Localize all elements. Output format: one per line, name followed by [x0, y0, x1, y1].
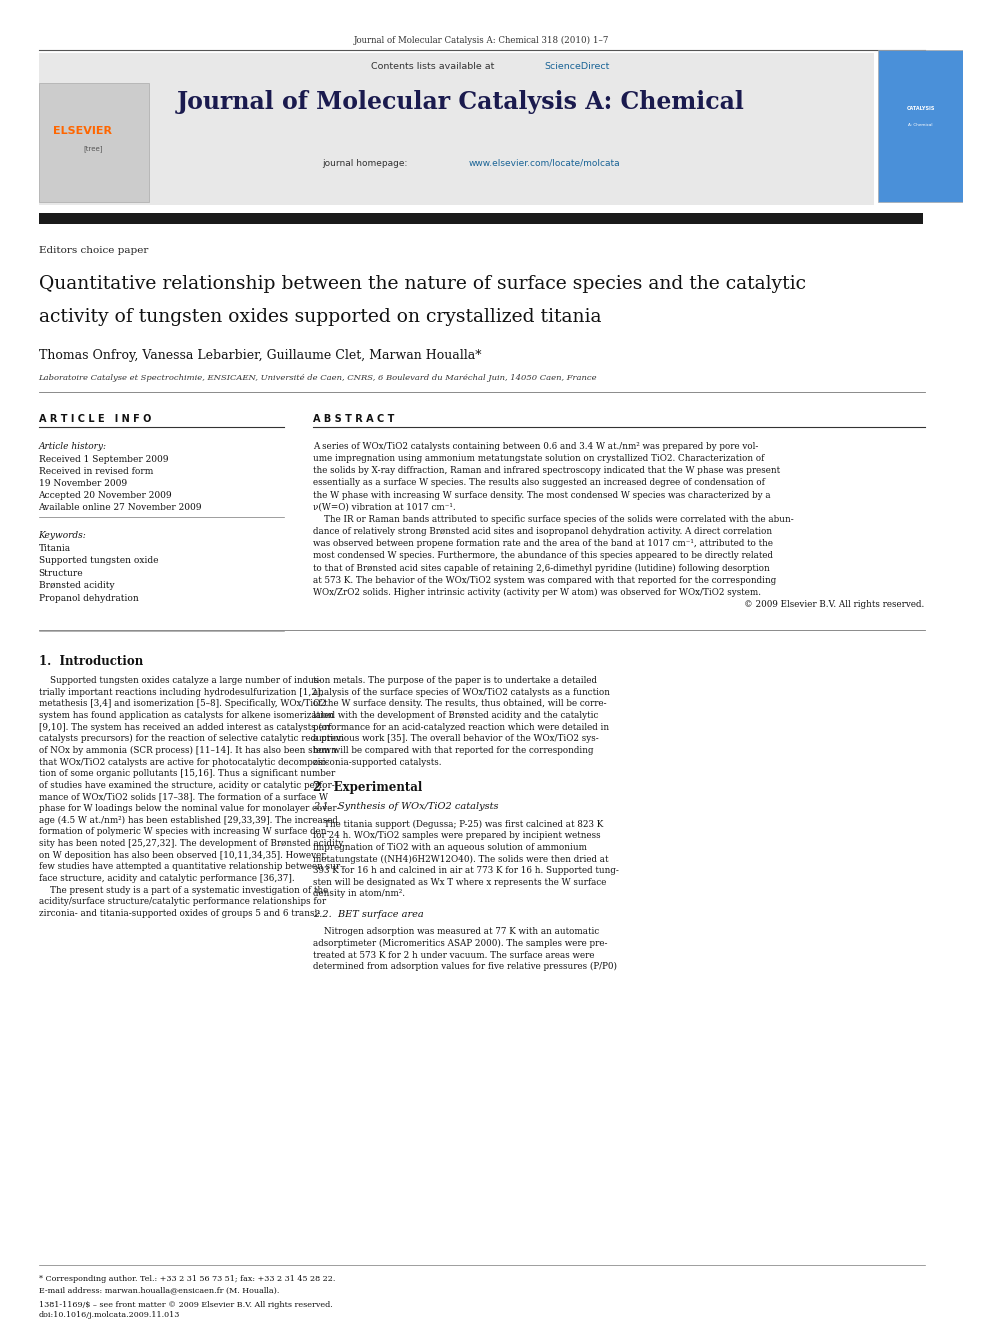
Text: A: Chemical: A: Chemical — [909, 123, 932, 127]
Text: age (4.5 W at./nm²) has been established [29,33,39]. The increased: age (4.5 W at./nm²) has been established… — [39, 816, 337, 824]
Text: density in atom/nm².: density in atom/nm². — [313, 889, 405, 898]
Text: www.elsevier.com/locate/molcata: www.elsevier.com/locate/molcata — [469, 159, 621, 168]
Text: was observed between propene formation rate and the area of the band at 1017 cm⁻: was observed between propene formation r… — [313, 540, 773, 548]
Text: dance of relatively strong Brønsted acid sites and isopropanol dehydration activ: dance of relatively strong Brønsted acid… — [313, 527, 772, 536]
Text: at 573 K. The behavior of the WOx/TiO2 system was compared with that reported fo: at 573 K. The behavior of the WOx/TiO2 s… — [313, 576, 777, 585]
Text: of NOx by ammonia (SCR process) [11–14]. It has also been shown: of NOx by ammonia (SCR process) [11–14].… — [39, 746, 336, 755]
Text: A series of WOx/TiO2 catalysts containing between 0.6 and 3.4 W at./nm² was prep: A series of WOx/TiO2 catalysts containin… — [313, 442, 758, 451]
Text: metatungstate ((NH4)6H2W12O40). The solids were then dried at: metatungstate ((NH4)6H2W12O40). The soli… — [313, 855, 608, 864]
Text: activity of tungsten oxides supported on crystallized titania: activity of tungsten oxides supported on… — [39, 308, 601, 327]
Text: Available online 27 November 2009: Available online 27 November 2009 — [39, 503, 202, 512]
Text: ume impregnation using ammonium metatungstate solution on crystallized TiO2. Cha: ume impregnation using ammonium metatung… — [313, 454, 765, 463]
Text: WOx/ZrO2 solids. Higher intrinsic activity (activity per W atom) was observed fo: WOx/ZrO2 solids. Higher intrinsic activi… — [313, 587, 761, 597]
Text: 19 November 2009: 19 November 2009 — [39, 479, 127, 488]
Text: doi:10.1016/j.molcata.2009.11.013: doi:10.1016/j.molcata.2009.11.013 — [39, 1311, 180, 1319]
Text: Titania: Titania — [39, 544, 70, 553]
Text: sten will be designated as Wx T where x represents the W surface: sten will be designated as Wx T where x … — [313, 877, 606, 886]
Text: mance of WOx/TiO2 solids [17–38]. The formation of a surface W: mance of WOx/TiO2 solids [17–38]. The fo… — [39, 792, 327, 802]
Text: Accepted 20 November 2009: Accepted 20 November 2009 — [39, 491, 173, 500]
Text: formation of polymeric W species with increasing W surface den-: formation of polymeric W species with in… — [39, 827, 329, 836]
Text: sity has been noted [25,27,32]. The development of Brønsted acidity: sity has been noted [25,27,32]. The deve… — [39, 839, 343, 848]
Text: © 2009 Elsevier B.V. All rights reserved.: © 2009 Elsevier B.V. All rights reserved… — [744, 601, 925, 609]
Text: E-mail address: marwan.houalla@ensicaen.fr (M. Houalla).: E-mail address: marwan.houalla@ensicaen.… — [39, 1286, 279, 1294]
Text: Supported tungsten oxide: Supported tungsten oxide — [39, 556, 158, 565]
Text: for 24 h. WOx/TiO2 samples were prepared by incipient wetness: for 24 h. WOx/TiO2 samples were prepared… — [313, 831, 600, 840]
Text: Thomas Onfroy, Vanessa Lebarbier, Guillaume Clet, Marwan Houalla*: Thomas Onfroy, Vanessa Lebarbier, Guilla… — [39, 349, 481, 363]
Text: [9,10]. The system has received an added interest as catalysts (or: [9,10]. The system has received an added… — [39, 722, 331, 732]
Text: Supported tungsten oxides catalyze a large number of indus-: Supported tungsten oxides catalyze a lar… — [39, 676, 320, 685]
Text: tion of some organic pollutants [15,16]. Thus a significant number: tion of some organic pollutants [15,16].… — [39, 769, 334, 778]
Text: the W phase with increasing W surface density. The most condensed W species was : the W phase with increasing W surface de… — [313, 491, 771, 500]
Text: Article history:: Article history: — [39, 442, 106, 451]
Text: CATALYSIS: CATALYSIS — [907, 106, 934, 111]
Text: adsorptimeter (Micromeritics ASAP 2000). The samples were pre-: adsorptimeter (Micromeritics ASAP 2000).… — [313, 939, 607, 949]
Text: the solids by X-ray diffraction, Raman and infrared spectroscopy indicated that : the solids by X-ray diffraction, Raman a… — [313, 466, 780, 475]
Text: Quantitative relationship between the nature of surface species and the catalyti: Quantitative relationship between the na… — [39, 275, 806, 294]
Text: Keywords:: Keywords: — [39, 531, 86, 540]
Text: system has found application as catalysts for alkene isomerization: system has found application as catalyst… — [39, 710, 333, 720]
Text: that WOx/TiO2 catalysts are active for photocatalytic decomposi-: that WOx/TiO2 catalysts are active for p… — [39, 758, 328, 766]
Text: acidity/surface structure/catalytic performance relationships for: acidity/surface structure/catalytic perf… — [39, 897, 325, 906]
Text: metathesis [3,4] and isomerization [5–8]. Specifically, WOx/TiO2: metathesis [3,4] and isomerization [5–8]… — [39, 700, 325, 708]
Text: a previous work [35]. The overall behavior of the WOx/TiO2 sys-: a previous work [35]. The overall behavi… — [313, 734, 599, 744]
Text: [tree]: [tree] — [83, 146, 103, 152]
Text: ν(W=O) vibration at 1017 cm⁻¹.: ν(W=O) vibration at 1017 cm⁻¹. — [313, 503, 455, 512]
Text: Editors choice paper: Editors choice paper — [39, 246, 148, 255]
Text: Propanol dehydration: Propanol dehydration — [39, 594, 138, 603]
Text: A B S T R A C T: A B S T R A C T — [313, 414, 395, 425]
Text: impregnation of TiO2 with an aqueous solution of ammonium: impregnation of TiO2 with an aqueous sol… — [313, 843, 587, 852]
Text: journal homepage:: journal homepage: — [322, 159, 411, 168]
Text: A R T I C L E   I N F O: A R T I C L E I N F O — [39, 414, 151, 425]
Text: to that of Brønsted acid sites capable of retaining 2,6-dimethyl pyridine (lutid: to that of Brønsted acid sites capable o… — [313, 564, 770, 573]
Text: face structure, acidity and catalytic performance [36,37].: face structure, acidity and catalytic pe… — [39, 875, 295, 882]
Text: tem will be compared with that reported for the corresponding: tem will be compared with that reported … — [313, 746, 593, 755]
Text: ELSEVIER: ELSEVIER — [53, 126, 112, 136]
Bar — [39, 53, 874, 205]
Text: treated at 573 K for 2 h under vacuum. The surface areas were: treated at 573 K for 2 h under vacuum. T… — [313, 951, 594, 959]
Text: tion metals. The purpose of the paper is to undertake a detailed: tion metals. The purpose of the paper is… — [313, 676, 597, 685]
Text: trially important reactions including hydrodesulfurization [1,2],: trially important reactions including hy… — [39, 688, 322, 697]
Text: lated with the development of Brønsted acidity and the catalytic: lated with the development of Brønsted a… — [313, 710, 598, 720]
Text: Structure: Structure — [39, 569, 83, 578]
Text: Contents lists available at: Contents lists available at — [371, 62, 497, 71]
Text: 2.  Experimental: 2. Experimental — [313, 781, 423, 794]
Bar — [39, 83, 149, 202]
Text: zirconia- and titania-supported oxides of groups 5 and 6 transi-: zirconia- and titania-supported oxides o… — [39, 909, 319, 918]
Text: on W deposition has also been observed [10,11,34,35]. However,: on W deposition has also been observed [… — [39, 851, 327, 860]
Text: performance for an acid-catalyzed reaction which were detailed in: performance for an acid-catalyzed reacti… — [313, 722, 609, 732]
Text: The present study is a part of a systematic investigation of the: The present study is a part of a systema… — [39, 885, 327, 894]
Text: of the W surface density. The results, thus obtained, will be corre-: of the W surface density. The results, t… — [313, 700, 607, 708]
Text: determined from adsorption values for five relative pressures (P/P0): determined from adsorption values for fi… — [313, 962, 617, 971]
Text: phase for W loadings below the nominal value for monolayer cover-: phase for W loadings below the nominal v… — [39, 804, 339, 814]
Bar — [39, 213, 923, 224]
Text: most condensed W species. Furthermore, the abundance of this species appeared to: most condensed W species. Furthermore, t… — [313, 552, 773, 561]
Text: catalysts precursors) for the reaction of selective catalytic reduction: catalysts precursors) for the reaction o… — [39, 734, 343, 744]
Text: 2.2.  BET surface area: 2.2. BET surface area — [313, 910, 424, 919]
Text: 1.  Introduction: 1. Introduction — [39, 655, 143, 668]
Text: 1381-1169/$ – see front matter © 2009 Elsevier B.V. All rights reserved.: 1381-1169/$ – see front matter © 2009 El… — [39, 1301, 332, 1308]
Text: * Corresponding author. Tel.: +33 2 31 56 73 51; fax: +33 2 31 45 28 22.: * Corresponding author. Tel.: +33 2 31 5… — [39, 1275, 335, 1283]
Text: Laboratoire Catalyse et Spectrochimie, ENSICAEN, Université de Caen, CNRS, 6 Bou: Laboratoire Catalyse et Spectrochimie, E… — [39, 374, 597, 382]
Text: Journal of Molecular Catalysis A: Chemical: Journal of Molecular Catalysis A: Chemic… — [177, 90, 744, 114]
Text: 2.1.  Synthesis of WOx/TiO2 catalysts: 2.1. Synthesis of WOx/TiO2 catalysts — [313, 802, 499, 811]
Text: Journal of Molecular Catalysis A: Chemical 318 (2010) 1–7: Journal of Molecular Catalysis A: Chemic… — [354, 36, 609, 45]
Text: Nitrogen adsorption was measured at 77 K with an automatic: Nitrogen adsorption was measured at 77 K… — [313, 927, 599, 937]
Text: zirconia-supported catalysts.: zirconia-supported catalysts. — [313, 758, 441, 766]
Text: ScienceDirect: ScienceDirect — [545, 62, 609, 71]
Text: analysis of the surface species of WOx/TiO2 catalysts as a function: analysis of the surface species of WOx/T… — [313, 688, 610, 697]
Text: Brønsted acidity: Brønsted acidity — [39, 582, 114, 590]
Text: 393 K for 16 h and calcined in air at 773 K for 16 h. Supported tung-: 393 K for 16 h and calcined in air at 77… — [313, 867, 619, 875]
Text: essentially as a surface W species. The results also suggested an increased degr: essentially as a surface W species. The … — [313, 479, 765, 487]
Text: The IR or Raman bands attributed to specific surface species of the solids were : The IR or Raman bands attributed to spec… — [313, 515, 794, 524]
Bar — [878, 50, 963, 202]
Text: Received in revised form: Received in revised form — [39, 467, 153, 476]
Text: The titania support (Degussa; P-25) was first calcined at 823 K: The titania support (Degussa; P-25) was … — [313, 819, 603, 828]
Text: Received 1 September 2009: Received 1 September 2009 — [39, 455, 168, 464]
Text: few studies have attempted a quantitative relationship between sur-: few studies have attempted a quantitativ… — [39, 863, 342, 872]
Text: of studies have examined the structure, acidity or catalytic perfor-: of studies have examined the structure, … — [39, 781, 334, 790]
